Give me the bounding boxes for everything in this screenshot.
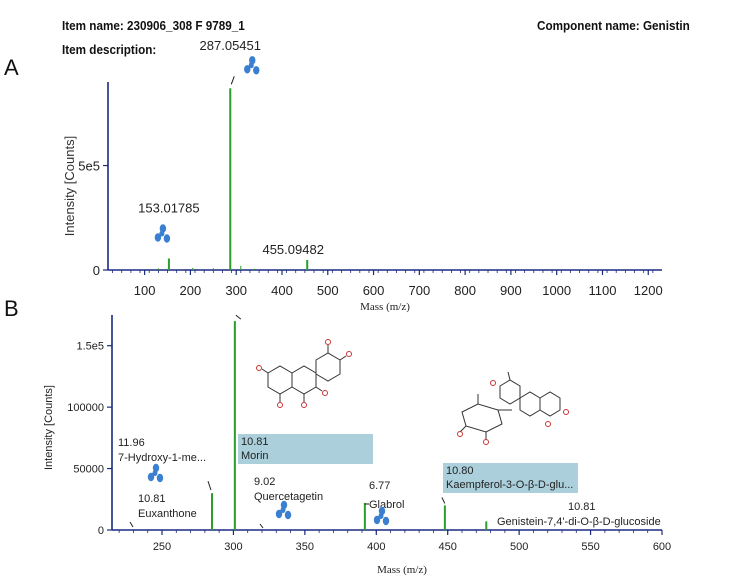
y-tick-label-b: 100000 xyxy=(67,402,104,414)
x-tick-label-a: 300 xyxy=(225,283,247,298)
item-name-label: Item name: 230906_308 F 9789_1 xyxy=(62,18,245,33)
annotation-hydroxy-rt: 11.96 xyxy=(118,437,145,449)
y-tick-label-a: 5e5 xyxy=(78,159,100,174)
x-tick-label-a: 800 xyxy=(454,283,476,298)
x-tick-label-b: 450 xyxy=(439,541,457,553)
peak-label-a: 153.01785 xyxy=(138,201,199,216)
x-tick-label-b: 300 xyxy=(224,541,242,553)
x-tick-label-a: 100 xyxy=(134,283,156,298)
annotation-euxanthone-name: Euxanthone xyxy=(138,508,197,520)
x-tick-label-a: 900 xyxy=(500,283,522,298)
panel-label-b: B xyxy=(4,296,19,321)
morin-structure-icon xyxy=(256,339,352,408)
item-description-label: Item description: xyxy=(62,42,157,57)
annotation-quercetagetin-name: Quercetagetin xyxy=(254,491,323,503)
x-tick-label-a: 1000 xyxy=(542,283,571,298)
peak-pointer-b xyxy=(441,497,446,504)
x-tick-label-a: 1100 xyxy=(588,283,616,298)
panel-label-a: A xyxy=(4,55,19,80)
peak-pointer-a xyxy=(230,76,235,85)
annotation-hydroxy-name: 7-Hydroxy-1-me... xyxy=(118,452,206,464)
drop-marker-icon xyxy=(244,56,260,75)
peak-pointer-b xyxy=(207,480,212,491)
x-tick-label-b: 600 xyxy=(653,541,671,553)
annotation-kaempferol: 10.80 Kaempferol-3-O-β-D-glu... xyxy=(443,463,578,493)
peak-label-a: 287.05451 xyxy=(200,38,261,53)
peak-pointer-b xyxy=(259,523,264,529)
drop-marker-icon xyxy=(147,463,164,483)
x-tick-label-b: 350 xyxy=(296,541,314,553)
annotation-kaempferol-rt: 10.80 xyxy=(446,465,474,477)
peak-label-a: 455.09482 xyxy=(262,242,323,257)
annotation-euxanthone-rt: 10.81 xyxy=(138,493,166,505)
x-tick-label-a: 600 xyxy=(363,283,385,298)
drop-marker-icon xyxy=(154,224,171,243)
y-tick-label-a: 0 xyxy=(93,263,100,278)
x-axis-label-a: Mass (m/z) xyxy=(360,301,410,313)
x-tick-label-a: 200 xyxy=(180,283,202,298)
drop-marker-icon xyxy=(275,500,292,520)
x-tick-label-a: 500 xyxy=(317,283,339,298)
x-tick-label-b: 500 xyxy=(510,541,528,553)
annotation-glabrol-name: Glabrol xyxy=(369,499,404,511)
component-name-label: Component name: Genistin xyxy=(537,18,690,33)
peak-pointer-b xyxy=(235,314,242,320)
annotation-glabrol-rt: 6.77 xyxy=(369,480,390,492)
x-tick-label-b: 400 xyxy=(367,541,385,553)
annotation-morin: 10.81 Morin xyxy=(238,434,373,464)
x-tick-label-a: 400 xyxy=(271,283,293,298)
x-tick-label-b: 250 xyxy=(153,541,171,553)
x-axis-label-b: Mass (m/z) xyxy=(377,564,427,576)
x-tick-label-a: 700 xyxy=(408,283,430,298)
y-tick-label-b: 1.5e5 xyxy=(76,341,104,353)
y-tick-label-b: 50000 xyxy=(73,464,104,476)
annotation-morin-name: Morin xyxy=(241,450,269,462)
peak-pointer-b xyxy=(129,521,134,528)
annotation-kaempferol-name: Kaempferol-3-O-β-D-glu... xyxy=(446,479,574,491)
annotation-quercetagetin-rt: 9.02 xyxy=(254,476,275,488)
x-tick-label-b: 550 xyxy=(581,541,599,553)
y-axis-label-a: Intensity [Counts] xyxy=(62,136,77,236)
annotation-genistein-rt: 10.81 xyxy=(568,501,596,513)
drop-marker-icon xyxy=(373,506,390,526)
annotation-morin-rt: 10.81 xyxy=(241,436,269,448)
x-tick-label-a: 1200 xyxy=(634,283,663,298)
y-axis-label-b: Intensity [Counts] xyxy=(43,385,55,470)
annotation-genistein-name: Genistein-7,4'-di-O-β-D-glucoside xyxy=(497,516,661,528)
kaempferol-glycoside-structure-icon xyxy=(457,371,569,445)
y-tick-label-b: 0 xyxy=(98,525,104,537)
